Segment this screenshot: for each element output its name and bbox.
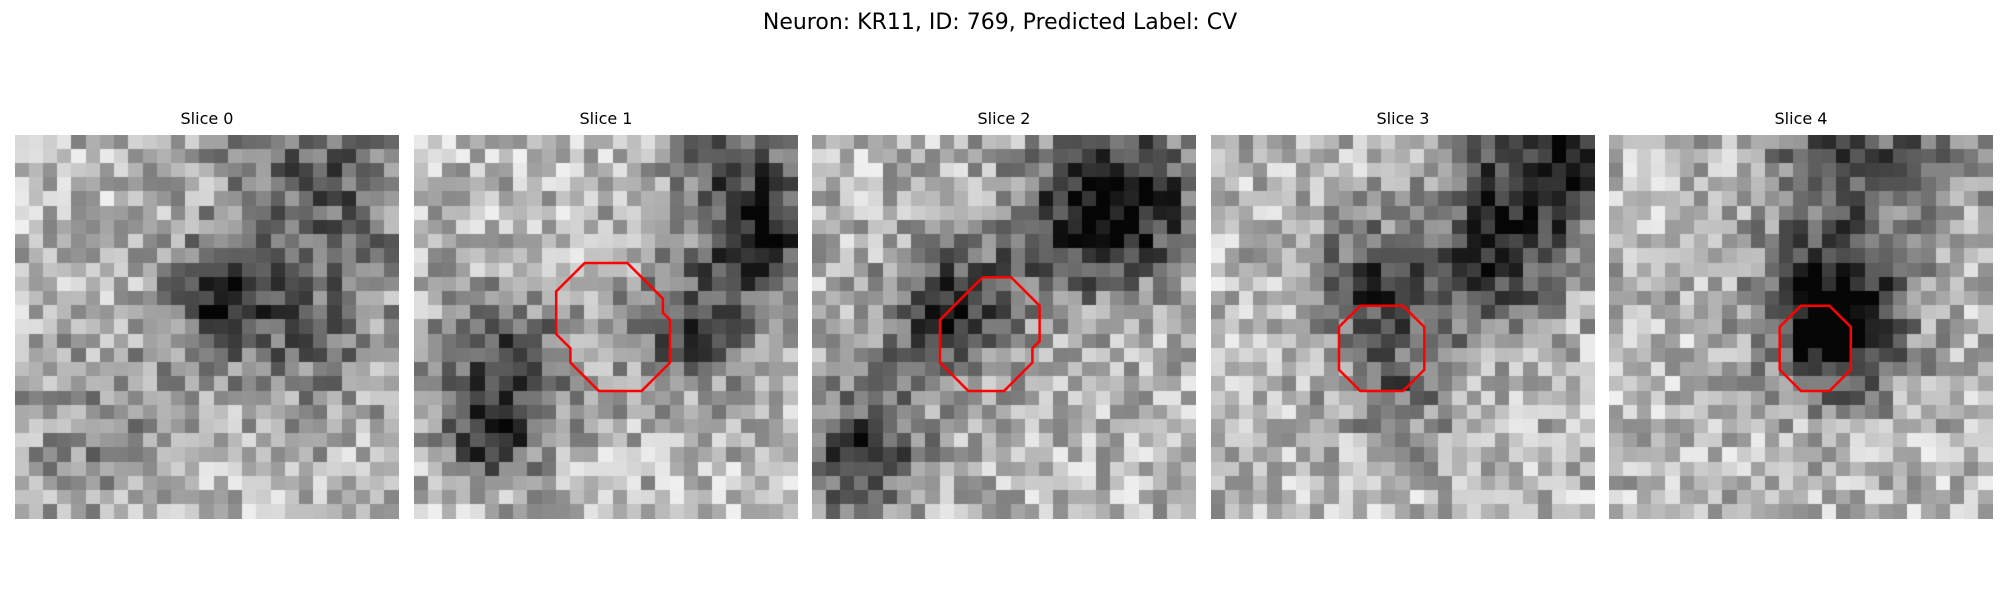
- contour-overlay: [1337, 304, 1426, 393]
- slice-image: [812, 135, 1196, 519]
- contour-overlay: [1778, 304, 1853, 393]
- slice-title: Slice 1: [579, 109, 633, 128]
- roi-contour: [1337, 304, 1426, 393]
- slice-title: Slice 4: [1774, 109, 1828, 128]
- slice-title: Slice 2: [977, 109, 1031, 128]
- roi-contour: [554, 261, 672, 393]
- contour-overlay: [15, 135, 399, 519]
- slice-image: [414, 135, 798, 519]
- slice-image: [1609, 135, 1993, 519]
- slice-image: [15, 135, 399, 519]
- contour-overlay: [938, 275, 1041, 393]
- contour-overlay: [554, 261, 672, 393]
- slice-title: Slice 3: [1376, 109, 1430, 128]
- slice-title: Slice 0: [180, 109, 234, 128]
- slice-image: [1211, 135, 1595, 519]
- figure-title: Neuron: KR11, ID: 769, Predicted Label: …: [762, 10, 1238, 35]
- roi-contour: [938, 275, 1041, 393]
- roi-contour: [1778, 304, 1853, 393]
